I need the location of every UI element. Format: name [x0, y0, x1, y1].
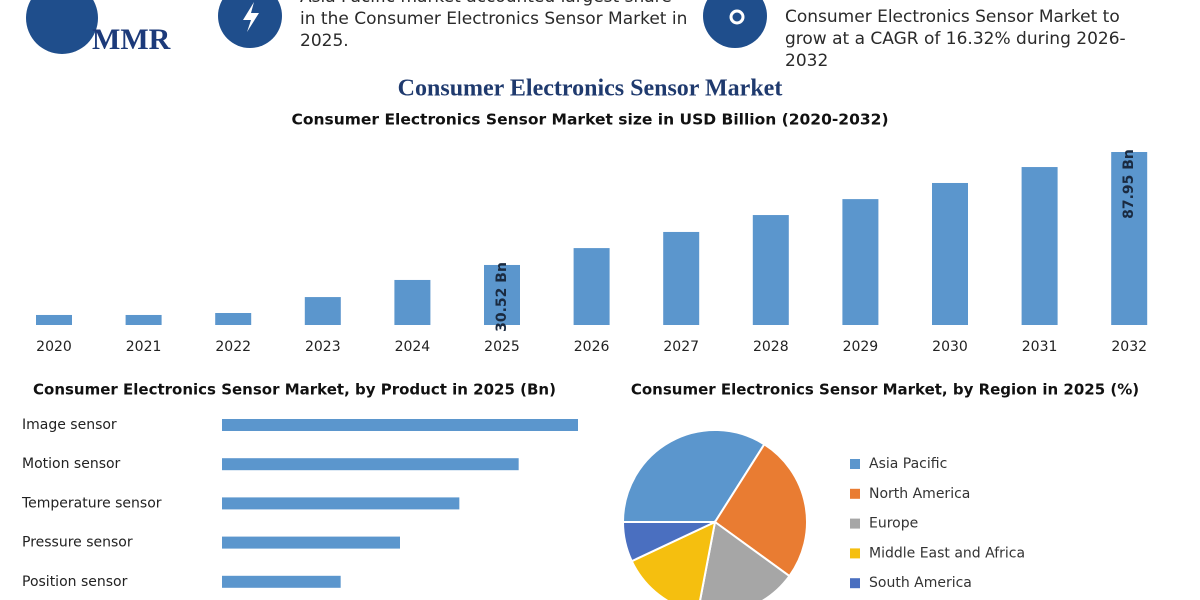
x-tick-label: 2032 — [1111, 339, 1147, 355]
x-tick-label: 2030 — [932, 339, 968, 355]
x-tick-label: 2029 — [843, 339, 879, 355]
bar — [484, 264, 520, 325]
pie-slice — [699, 520, 791, 600]
bar — [125, 314, 162, 325]
legend-swatch — [850, 518, 860, 529]
bar — [1021, 167, 1058, 325]
bar — [1111, 152, 1148, 325]
bar — [36, 314, 72, 325]
bar — [752, 215, 789, 325]
chart-title: Consumer Electronics Sensor Market, by P… — [33, 381, 556, 399]
bar — [663, 231, 700, 325]
legend-label: Middle East and Africa — [869, 545, 1025, 561]
pie-slice — [713, 442, 808, 578]
bar — [222, 497, 460, 510]
legend-label: Europe — [869, 516, 918, 532]
bar — [222, 419, 578, 431]
data-label: 30.52 Bn — [494, 262, 510, 332]
y-tick-label: Temperature sensor — [21, 495, 162, 511]
pie-slice — [630, 520, 717, 600]
chart-title: Consumer Electronics Sensor Market — [398, 76, 783, 102]
bar — [394, 279, 431, 325]
y-tick-label: Pressure sensor — [22, 535, 133, 551]
x-tick-label: 2021 — [126, 339, 162, 355]
x-tick-label: 2027 — [663, 339, 699, 355]
legend-label: South America — [869, 575, 972, 591]
x-tick-label: 2020 — [36, 339, 72, 355]
icon-glyph — [243, 2, 259, 32]
bar — [573, 248, 610, 325]
chart-subtitle: Consumer Electronics Sensor Market size … — [291, 111, 888, 129]
note: Consumer Electronics Sensor Market to gr… — [785, 7, 1126, 71]
logo: MMR — [92, 23, 171, 56]
y-tick-label: Image sensor — [22, 417, 117, 433]
x-tick-label: 2028 — [753, 339, 789, 355]
bar — [222, 458, 519, 471]
data-label: 87.95 Bn — [1121, 149, 1137, 219]
bar — [304, 297, 341, 325]
x-tick-label: 2024 — [395, 339, 431, 355]
note: Asia Pacific market accounted largest sh… — [300, 0, 688, 51]
pie-slice — [621, 521, 716, 563]
legend-label: Asia Pacific — [869, 456, 947, 472]
y-tick-label: Motion sensor — [22, 456, 121, 472]
x-tick-label: 2022 — [215, 339, 251, 355]
icon-glyph — [729, 9, 745, 25]
bar — [222, 536, 400, 549]
chart-title: Consumer Electronics Sensor Market, by R… — [631, 381, 1139, 399]
bar — [932, 182, 968, 325]
x-tick-label: 2023 — [305, 339, 341, 355]
bar — [215, 313, 252, 325]
x-tick-label: 2025 — [484, 339, 520, 355]
x-tick-label: 2031 — [1022, 339, 1058, 355]
legend-swatch — [850, 488, 860, 499]
bar — [222, 575, 341, 588]
legend-swatch — [850, 578, 860, 589]
x-tick-label: 2026 — [574, 339, 610, 355]
legend-swatch — [850, 459, 860, 469]
legend-label: North America — [869, 486, 970, 502]
bar — [842, 199, 879, 325]
logo-globe — [26, 0, 98, 54]
y-tick-label: Position sensor — [22, 574, 128, 590]
legend-swatch — [850, 548, 860, 559]
